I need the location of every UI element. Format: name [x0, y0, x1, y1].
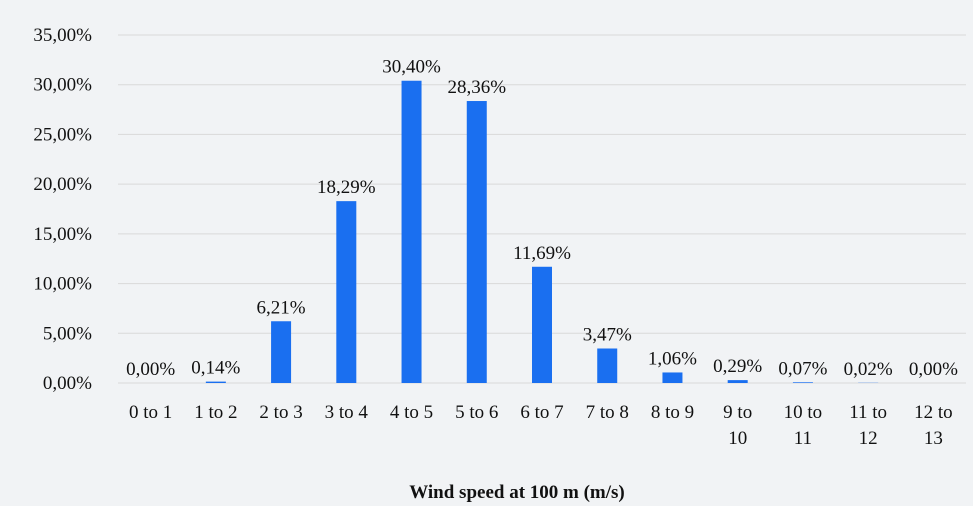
x-tick-label: 5 to 6 [455, 402, 498, 423]
data-label: 28,36% [447, 77, 506, 98]
bar [792, 382, 813, 383]
x-tick-label: 2 to 3 [259, 402, 302, 423]
bar [597, 348, 618, 383]
data-label: 0,02% [844, 359, 893, 380]
x-axis-title: Wind speed at 100 m (m/s) [409, 482, 625, 503]
data-label: 0,00% [126, 359, 175, 380]
y-tick-label: 20,00% [33, 174, 92, 195]
bar [205, 381, 226, 383]
y-tick-label: 35,00% [33, 25, 92, 46]
data-labels: 0,00% 0,14% 6,21% 18,29% 30,40% 28,36% 11,69% 3… [126, 57, 958, 380]
bars [205, 80, 879, 383]
bar [466, 101, 487, 383]
x-tick-label: 8 to 9 [651, 402, 694, 423]
bar [532, 266, 552, 383]
data-label: 0,29% [713, 356, 762, 377]
data-label: 0,00% [909, 359, 958, 380]
y-tick-label: 15,00% [33, 224, 92, 245]
y-tick-label: 10,00% [33, 274, 92, 295]
x-tick-label: 3 to 4 [325, 402, 369, 423]
x-tick-label: 1 to 2 [194, 402, 237, 423]
data-label: 6,21% [257, 297, 306, 318]
x-tick-label: 12 to 13 [914, 402, 953, 449]
data-label: 0,07% [778, 358, 827, 379]
x-tick-label: 6 to 7 [520, 402, 563, 423]
bar [727, 380, 748, 383]
data-label: 0,14% [191, 358, 240, 379]
data-label: 3,47% [583, 324, 632, 345]
bar [401, 80, 422, 383]
x-tick-label: 7 to 8 [586, 402, 629, 423]
y-tick-label: 25,00% [33, 124, 92, 145]
x-tick-label: 0 to 1 [129, 402, 172, 423]
bar [271, 321, 292, 383]
y-tick-label: 5,00% [43, 323, 92, 344]
data-label: 30,40% [382, 57, 441, 78]
y-tick-label: 0,00% [43, 373, 92, 394]
x-tick-label: 4 to 5 [390, 402, 433, 423]
bar [662, 372, 683, 383]
y-tick-label: 30,00% [33, 75, 92, 96]
bar [336, 201, 357, 383]
x-tick-label: 11 to 12 [849, 402, 887, 449]
y-axis-tick-labels: 0,00% 5,00% 10,00% 15,00% 20,00% 25,00% 30,00%… [33, 25, 92, 394]
data-label: 11,69% [513, 243, 571, 264]
x-axis-tick-labels: 0 to 1 1 to 2 2 to 3 3 to 4 4 to 5 5 to 6 6 to… [129, 402, 953, 449]
data-label: 1,06% [648, 348, 697, 369]
x-tick-label: 9 to 10 [723, 402, 752, 449]
data-label: 18,29% [317, 177, 376, 198]
x-tick-label: 10 to 11 [784, 402, 823, 449]
